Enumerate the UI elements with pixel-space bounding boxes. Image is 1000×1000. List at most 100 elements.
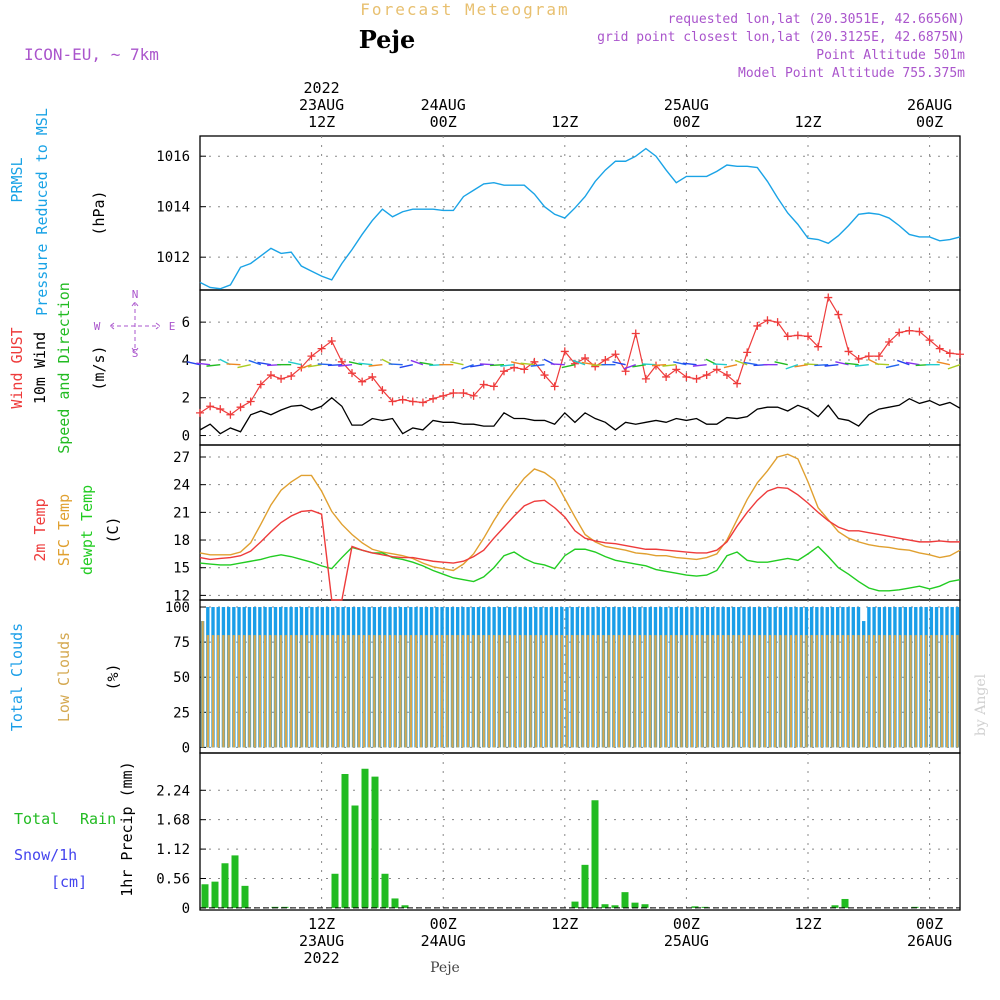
low-cloud-bar xyxy=(846,635,850,748)
wind-direction-arrow xyxy=(257,361,272,366)
wind-direction-arrow xyxy=(692,363,707,367)
bottom-time-label: 23AUG xyxy=(299,932,344,950)
wind-direction-arrow xyxy=(642,363,657,366)
low-cloud-bar xyxy=(586,635,589,748)
wind-direction-arrow xyxy=(804,363,819,366)
wind-direction-arrow xyxy=(824,363,839,367)
wind-direction-arrow xyxy=(623,364,636,370)
low-cloud-bar xyxy=(836,635,839,748)
precip-bar xyxy=(231,855,239,908)
gust-marker xyxy=(773,318,782,327)
low-cloud-bar xyxy=(623,635,626,748)
wind-direction-arrow xyxy=(844,362,859,366)
low-cloud-bar xyxy=(383,635,386,748)
gust-marker xyxy=(216,405,225,414)
low-cloud-bar xyxy=(779,635,782,748)
wind-panel-frame xyxy=(199,289,961,446)
gust-marker xyxy=(398,395,407,404)
gust-marker xyxy=(560,347,569,356)
wind-direction-arrow xyxy=(572,359,586,366)
precip-bar xyxy=(691,906,699,908)
gust-marker xyxy=(895,328,904,337)
wind-direction-arrow xyxy=(896,359,910,366)
clouds-unit-label: (%) xyxy=(104,663,122,690)
gust-marker xyxy=(733,379,742,388)
low-cloud-bar xyxy=(571,635,574,748)
gust-marker xyxy=(834,310,843,319)
precip-bar xyxy=(701,906,709,908)
low-cloud-bar xyxy=(248,635,251,748)
gust-marker xyxy=(601,355,610,364)
low-cloud-bar xyxy=(945,635,949,748)
gust-marker xyxy=(874,352,883,361)
top-time-label: 2022 xyxy=(304,79,340,97)
total-clouds-label: Total Clouds xyxy=(8,623,26,731)
low-cloud-bar xyxy=(669,635,673,748)
low-cloud-bar xyxy=(888,635,891,748)
low-cloud-bar xyxy=(305,635,308,748)
low-cloud-bar xyxy=(852,635,855,748)
model-altitude: Model Point Altitude 755.375m xyxy=(738,66,965,81)
low-cloud-bar xyxy=(274,635,277,748)
top-time-label: 23AUG xyxy=(299,96,344,114)
wind-direction-arrow xyxy=(794,363,809,368)
precip-axis-label: 1hr Precip (mm) xyxy=(118,761,136,896)
precip-bar xyxy=(831,905,839,908)
pressure-label-long: Pressure Reduced to MSL xyxy=(33,108,51,316)
wind-direction-arrow xyxy=(410,359,424,366)
low-cloud-bar xyxy=(477,635,480,748)
low-cloud-bar xyxy=(914,635,917,748)
low-cloud-bar xyxy=(701,635,704,748)
low-cloud-bar xyxy=(435,635,439,748)
gust-marker xyxy=(256,380,265,389)
precip-rain-label: Rain xyxy=(80,810,116,828)
low-cloud-bar xyxy=(737,635,740,748)
low-cloud-bar xyxy=(810,635,813,748)
low-cloud-bar xyxy=(612,635,616,748)
compass-east: E xyxy=(169,320,176,333)
low-cloud-bar xyxy=(237,635,241,748)
low-cloud-bar xyxy=(841,635,845,748)
gust-marker xyxy=(378,386,387,395)
low-cloud-bar xyxy=(321,635,324,748)
gust-marker xyxy=(429,394,438,403)
wind-direction-arrow xyxy=(470,363,484,368)
low-cloud-bar xyxy=(258,635,262,748)
location-title: Peje xyxy=(359,25,416,54)
temperature-y-tick-label: 27 xyxy=(173,450,190,466)
low-cloud-bar xyxy=(201,621,204,748)
low-cloud-bar xyxy=(466,635,470,748)
clouds-y-tick-label: 0 xyxy=(182,740,190,756)
wind-direction-arrow xyxy=(662,363,677,367)
precip-bar xyxy=(641,904,649,908)
wind-direction-arrow xyxy=(743,361,758,366)
temperature-panel-frame xyxy=(199,444,961,601)
pressure-line xyxy=(199,147,961,290)
precip-bar xyxy=(581,864,589,908)
wind-direction-arrow xyxy=(520,362,535,366)
low-cloud-bar xyxy=(649,635,652,748)
wind-direction-arrow xyxy=(348,361,363,366)
wind-direction-arrow xyxy=(550,363,565,366)
low-cloud-bar xyxy=(222,635,225,748)
precip-bar xyxy=(241,885,249,908)
gust-marker xyxy=(783,332,792,341)
low-cloud-bar xyxy=(721,635,725,748)
low-cloud-bar xyxy=(831,635,834,748)
model-label: ICON-EU, ~ 7km xyxy=(24,45,159,64)
low-cloud-bar xyxy=(529,635,532,748)
low-cloud-bar xyxy=(461,635,465,748)
wind-direction-arrow xyxy=(814,363,829,367)
low-cloud-bar xyxy=(539,635,543,748)
gust-marker xyxy=(226,410,235,419)
precip-bar xyxy=(611,905,619,908)
wind-direction-arrow xyxy=(368,363,383,367)
requested-coords: requested lon,lat (20.3051E, 42.6656N) xyxy=(668,12,965,27)
wind-direction-arrow xyxy=(399,363,413,369)
gust-marker xyxy=(408,397,417,406)
gust-marker xyxy=(368,372,377,381)
low-cloud-bar xyxy=(753,635,756,748)
precip-y-tick-label: 1.68 xyxy=(156,813,190,829)
clouds-y-tick-label: 100 xyxy=(165,600,190,616)
wind-direction-arrow xyxy=(673,361,687,366)
